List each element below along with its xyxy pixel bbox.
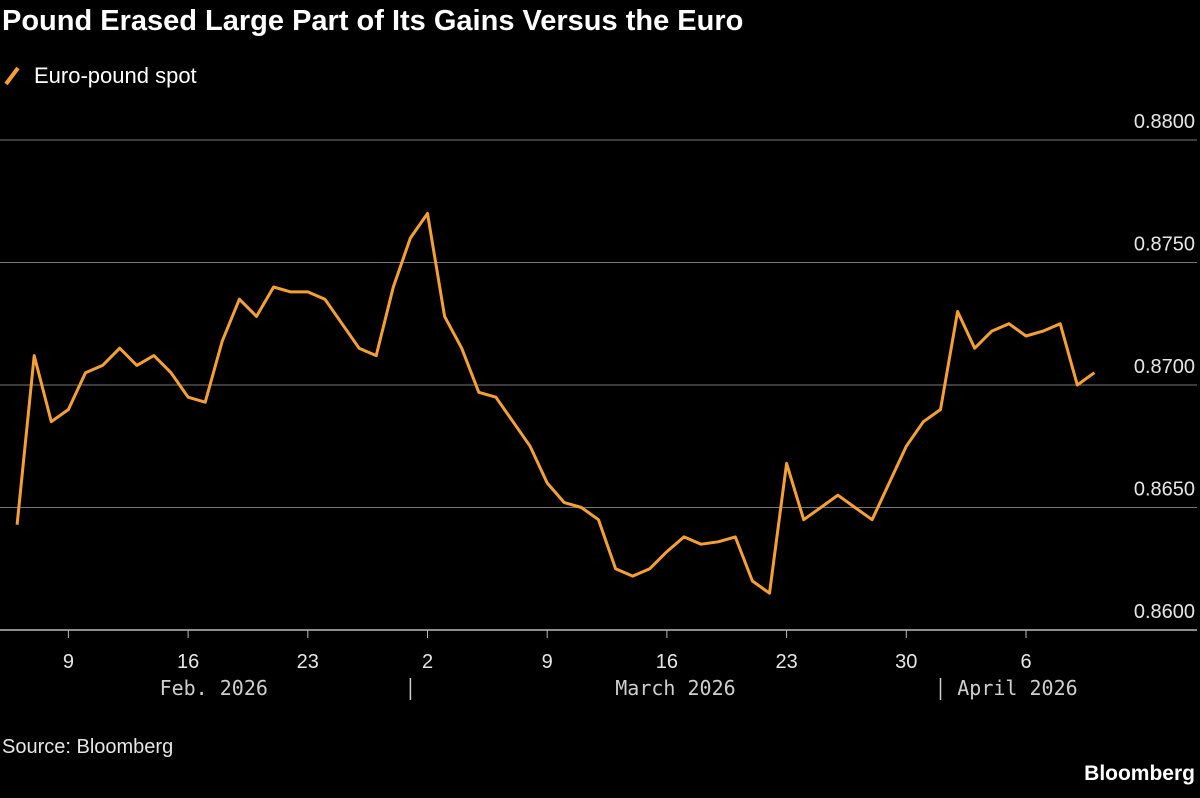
month-label: March 2026 (615, 676, 735, 700)
x-tick-label: 30 (895, 651, 917, 673)
x-tick-label: 9 (542, 651, 553, 673)
x-tick-label: 23 (775, 651, 797, 673)
y-tick-label: 0.8750 (1134, 234, 1195, 256)
chart-title: Pound Erased Large Part of Its Gains Ver… (2, 5, 743, 37)
brand: Bloomberg (1084, 762, 1195, 785)
legend-swatch (4, 66, 20, 86)
x-tick-label: 9 (63, 651, 74, 673)
y-tick-label: 0.8650 (1134, 479, 1195, 501)
y-tick-label: 0.8800 (1134, 111, 1195, 133)
y-tick-label: 0.8700 (1134, 356, 1195, 378)
month-label: April 2026 (957, 676, 1077, 700)
x-tick-label: 6 (1020, 651, 1031, 673)
month-label: Feb. 2026 (160, 676, 268, 700)
data-line (15, 212, 1096, 595)
y-tick-label: 0.8600 (1134, 601, 1195, 623)
x-tick-label: 16 (656, 651, 678, 673)
x-tick-label: 2 (422, 651, 433, 673)
x-tick-label: 23 (297, 651, 319, 673)
legend-label: Euro-pound spot (34, 63, 197, 88)
x-tick-label: 16 (177, 651, 199, 673)
source: Source: Bloomberg (2, 736, 173, 758)
